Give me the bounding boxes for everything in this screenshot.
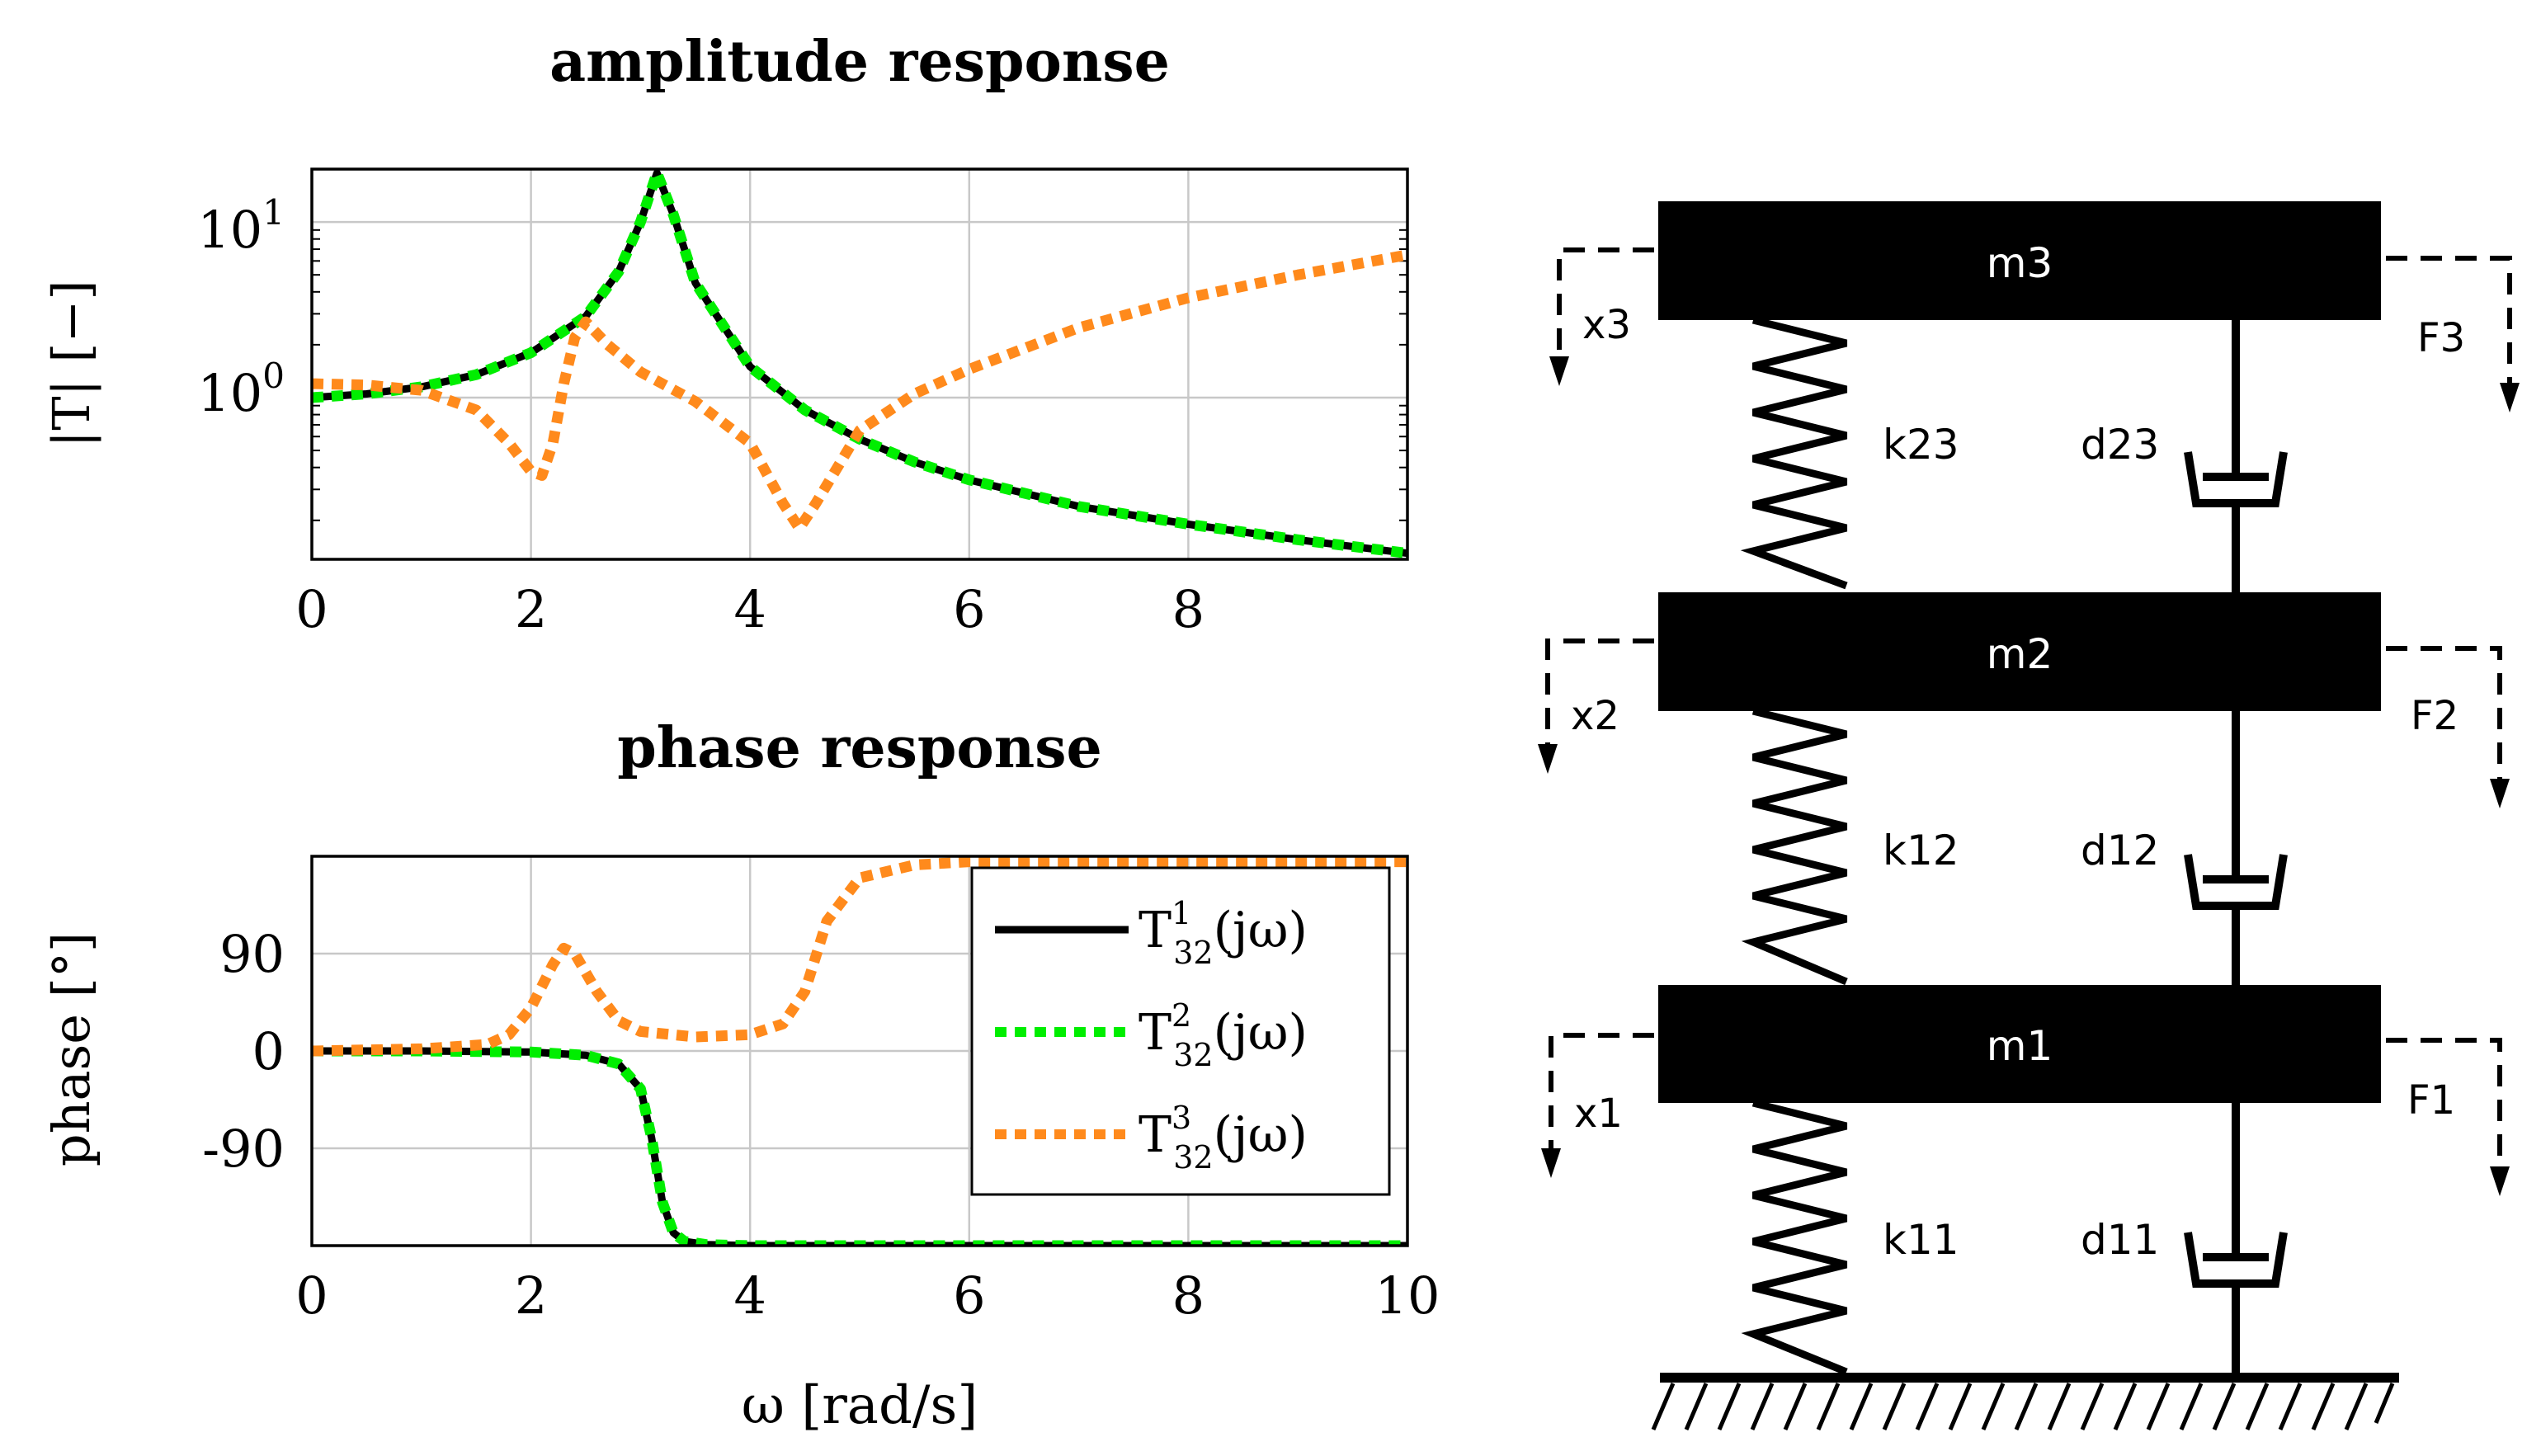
mass-label-m2: m2 <box>1987 630 2053 678</box>
x-tick-label: 0 <box>295 579 328 639</box>
legend-sup: 2 <box>1172 997 1191 1034</box>
spring-k12 <box>1741 707 1848 986</box>
phase-chart: phase response phase [°] 0 2 4 6 8 10 900-90 … <box>41 715 1440 1436</box>
x-tick-label: 6 <box>953 1265 985 1326</box>
x-tick-label: 8 <box>1172 1265 1204 1326</box>
legend-base: T <box>1138 1106 1172 1164</box>
y-tick-base: 10 <box>197 363 262 423</box>
arrowhead-F1 <box>2490 1166 2510 1196</box>
mass-label-m3: m3 <box>1987 239 2053 287</box>
amplitude-grid <box>312 169 1407 559</box>
spring-k11 <box>1741 1099 1848 1376</box>
y-tick-exp: 1 <box>262 192 285 233</box>
spring-k23 <box>1740 316 1848 590</box>
phase-frame <box>310 855 1409 1247</box>
x-tick-label: 4 <box>733 579 766 639</box>
x-tick-label: 2 <box>515 579 547 639</box>
phase-series <box>312 856 1407 1246</box>
y-tick-base: 10 <box>197 200 262 260</box>
x-tick-label: 4 <box>733 1265 766 1326</box>
damper-d12 <box>2184 711 2288 987</box>
y-tick-exp: 0 <box>262 356 285 396</box>
legend: T1 32(jω) T2 32(jω) T3 32(jω) <box>970 866 1391 1196</box>
force-arrow-F3 <box>2386 256 2512 386</box>
y-tick-label: 90 <box>219 924 285 984</box>
amplitude-y-ticks: 101 100 <box>197 192 285 423</box>
damper-label-d11: d11 <box>2081 1216 2159 1264</box>
spring-label-k23: k23 <box>1883 421 1959 469</box>
amplitude-title: amplitude response <box>549 29 1170 95</box>
x-tick-label: 2 <box>515 1265 547 1326</box>
amplitude-series <box>312 169 1407 559</box>
ground <box>1651 1373 2399 1430</box>
series-line-T332 <box>312 856 1407 1057</box>
phase-title: phase response <box>617 715 1102 781</box>
legend-arg: (jω) <box>1214 1004 1308 1062</box>
legend-base: T <box>1138 1004 1172 1062</box>
arrowhead-F2 <box>2490 779 2510 808</box>
y-tick-label: 0 <box>252 1021 285 1081</box>
arrowhead-F3 <box>2500 383 2520 412</box>
damper-d11 <box>2184 1103 2288 1373</box>
x-tick-label: 10 <box>1375 1265 1440 1326</box>
y-tick-label-10e0: 100 <box>197 356 285 423</box>
damper-d23 <box>2184 320 2288 594</box>
series-line-T232 <box>312 169 1407 559</box>
mass-m1 <box>1658 985 2381 1103</box>
mass-label-m1: m1 <box>1987 1022 2053 1070</box>
series-line-T332 <box>312 249 1407 534</box>
mass-spring-damper-diagram: m3 m2 m1 x3 x2 x1 F3 F2 F1 <box>1538 201 2520 1430</box>
legend-entry-3: T3 32(jω) <box>995 1100 1308 1176</box>
damper-label-d12: d12 <box>2081 827 2159 874</box>
legend-label-1: T1 32(jω) <box>1138 895 1308 971</box>
damper-label-d23: d23 <box>2081 421 2159 469</box>
legend-arg: (jω) <box>1214 1106 1308 1164</box>
amplitude-ylabel: |T| [−] <box>41 280 101 447</box>
legend-arg: (jω) <box>1214 902 1308 959</box>
force-label-F1: F1 <box>2407 1077 2455 1124</box>
legend-sub: 32 <box>1173 1139 1213 1176</box>
legend-sup: 3 <box>1172 1100 1191 1136</box>
series-line-T132 <box>312 169 1407 558</box>
mass-m2 <box>1658 592 2381 711</box>
spring-label-k12: k12 <box>1883 827 1959 874</box>
displacement-label-x1: x1 <box>1574 1091 1623 1137</box>
displacement-label-x2: x2 <box>1571 693 1619 739</box>
y-tick-label-10e1: 101 <box>197 192 285 260</box>
force-arrow-F1 <box>2386 1038 2502 1171</box>
force-label-F2: F2 <box>2411 693 2458 739</box>
x-tick-label: 6 <box>953 579 985 639</box>
mass-m3 <box>1658 201 2381 320</box>
arrowhead-x1 <box>1541 1148 1561 1178</box>
legend-label-3: T3 32(jω) <box>1138 1100 1308 1176</box>
series-line-T232 <box>312 1045 1407 1246</box>
phase-x-ticks: 0 2 4 6 8 10 <box>295 1265 1440 1326</box>
legend-base: T <box>1138 902 1172 959</box>
arrowhead-x3 <box>1549 356 1569 386</box>
legend-sub: 32 <box>1173 1037 1213 1073</box>
legend-entry-1: T1 32(jω) <box>995 895 1308 971</box>
displacement-label-x3: x3 <box>1582 302 1631 348</box>
displacement-arrow-x2 <box>1545 638 1654 751</box>
amplitude-frame <box>310 167 1409 561</box>
x-tick-label: 0 <box>295 1265 328 1326</box>
legend-sub: 32 <box>1173 935 1213 971</box>
displacement-arrow-x1 <box>1549 1033 1654 1155</box>
phase-y-ticks: 90 0 -90 <box>202 924 285 1179</box>
force-label-F3: F3 <box>2417 315 2465 361</box>
amplitude-x-ticks: 0 2 4 6 8 <box>295 579 1204 639</box>
force-arrow-F2 <box>2386 646 2502 784</box>
arrowhead-x2 <box>1538 744 1558 774</box>
phase-ylabel: phase [°] <box>41 932 101 1166</box>
spring-label-k11: k11 <box>1883 1216 1959 1264</box>
legend-sup: 1 <box>1172 895 1191 931</box>
phase-xlabel: ω [rad/s] <box>742 1375 978 1436</box>
y-tick-label: -90 <box>202 1119 285 1179</box>
legend-entry-2: T2 32(jω) <box>995 997 1308 1073</box>
legend-label-2: T2 32(jω) <box>1138 997 1308 1073</box>
x-tick-label: 8 <box>1172 579 1204 639</box>
